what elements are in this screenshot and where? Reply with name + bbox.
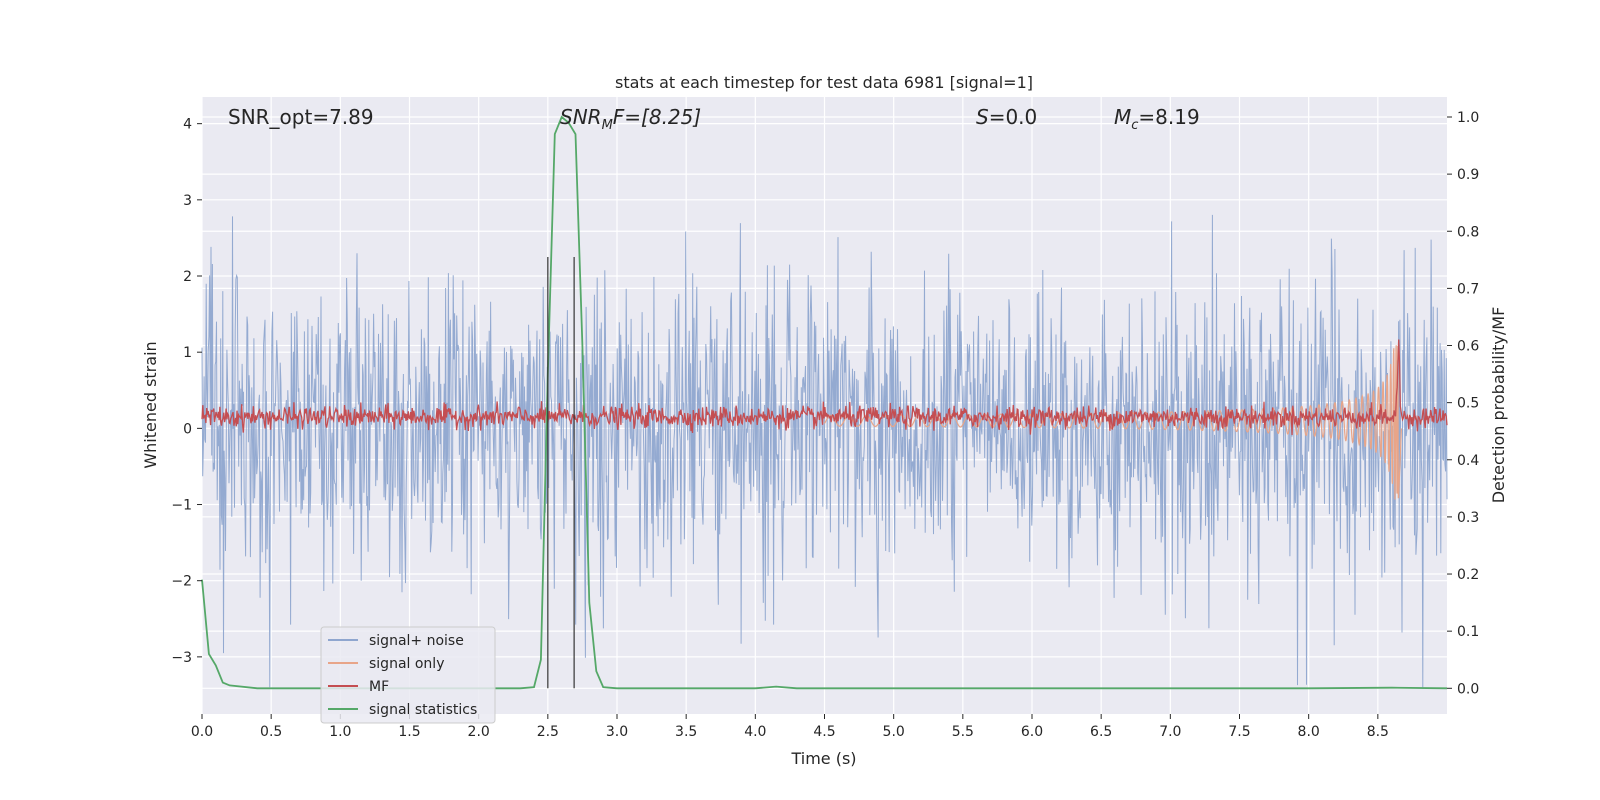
x-tick-label: 6.0 bbox=[1021, 724, 1043, 740]
annotation-mc-sub: c bbox=[1131, 118, 1138, 133]
series-layer bbox=[201, 115, 1448, 690]
x-tick-label: 0.5 bbox=[260, 724, 282, 740]
y-tick-label: −2 bbox=[171, 574, 192, 590]
y2-tick-label: 0.9 bbox=[1457, 167, 1479, 183]
x-tick-label: 5.5 bbox=[952, 724, 974, 740]
y-tick-label: 2 bbox=[183, 269, 192, 285]
y2-tick-label: 0.3 bbox=[1457, 510, 1479, 526]
vertical-lines bbox=[547, 256, 575, 689]
y-tick-label: 3 bbox=[183, 193, 192, 209]
y2-tick-label: 0.4 bbox=[1457, 453, 1479, 469]
y2-tick-label: 0.2 bbox=[1457, 567, 1479, 583]
y-tick-label: −3 bbox=[171, 650, 192, 666]
x-tick-label: 5.0 bbox=[883, 724, 905, 740]
x-axis-label: Time (s) bbox=[790, 749, 856, 768]
x-tick-label: 8.5 bbox=[1367, 724, 1389, 740]
x-tick-label: 7.5 bbox=[1228, 724, 1250, 740]
y2-tick-label: 1.0 bbox=[1457, 110, 1479, 126]
x-tick-label: 4.5 bbox=[813, 724, 835, 740]
ticks-layer: 0.0 0.5 1.0 1.5 2.0 2.5 3.0 3.5 4.0 4.5 5.0 5.5 6.0 6… bbox=[171, 110, 1479, 740]
annotation-snr-mf-rest: F=[8.25] bbox=[613, 105, 701, 129]
legend-label-signal-noise: signal+ noise bbox=[369, 633, 464, 649]
y-tick-label: 4 bbox=[183, 117, 192, 133]
series-signal-statistics bbox=[201, 115, 1448, 690]
y2-tick-label: 0.6 bbox=[1457, 339, 1479, 355]
annotation-mc: Mc=8.19 bbox=[1114, 105, 1200, 133]
y2-tick-label: 0.5 bbox=[1457, 396, 1479, 412]
x-tick-label: 3.5 bbox=[675, 724, 697, 740]
y-tick-label: 1 bbox=[183, 345, 192, 361]
x-tick-label: 2.5 bbox=[537, 724, 559, 740]
y2-tick-label: 0.0 bbox=[1457, 681, 1479, 697]
series-signal-noise bbox=[201, 214, 1448, 688]
annotation-mc-rest: =8.19 bbox=[1138, 105, 1199, 129]
annotation-s-rest: =0.0 bbox=[989, 105, 1038, 129]
y2-tick-label: 0.7 bbox=[1457, 281, 1479, 297]
x-tick-label: 1.0 bbox=[329, 724, 351, 740]
legend-label-signal-only: signal only bbox=[369, 656, 444, 672]
annotation-mc-main: M bbox=[1114, 105, 1131, 129]
x-tick-label: 0.0 bbox=[191, 724, 213, 740]
x-tick-label: 3.0 bbox=[606, 724, 628, 740]
x-tick-label: 8.0 bbox=[1298, 724, 1320, 740]
y-axis-label: Whitened strain bbox=[141, 341, 160, 468]
x-tick-label: 7.0 bbox=[1159, 724, 1181, 740]
series-mf bbox=[201, 339, 1448, 436]
legend-label-mf: MF bbox=[369, 679, 389, 695]
x-tick-label: 4.0 bbox=[744, 724, 766, 740]
x-tick-label: 6.5 bbox=[1090, 724, 1112, 740]
x-tick-label: 1.5 bbox=[398, 724, 420, 740]
legend: signal+ noise signal only MF signal stat… bbox=[320, 626, 496, 724]
x-tick-label: 2.0 bbox=[468, 724, 490, 740]
y-tick-label: 0 bbox=[183, 421, 192, 437]
annotation-snr-mf-sub: M bbox=[602, 118, 613, 133]
legend-box bbox=[320, 626, 496, 724]
annotation-s: S=0.0 bbox=[976, 105, 1037, 129]
chart-title: stats at each timestep for test data 698… bbox=[615, 73, 1033, 92]
y2-tick-label: 0.1 bbox=[1457, 624, 1479, 640]
legend-label-signal-statistics: signal statistics bbox=[369, 702, 477, 718]
annotation-snr-mf-main: SNR bbox=[560, 105, 602, 129]
y2-tick-label: 0.8 bbox=[1457, 224, 1479, 240]
y2-axis-label: Detection probability/MF bbox=[1489, 307, 1508, 504]
annotation-snr-opt: SNR_opt=7.89 bbox=[228, 105, 374, 129]
annotation-s-main: S bbox=[976, 105, 989, 129]
y-tick-label: −1 bbox=[171, 498, 192, 514]
annotation-snr-mf: SNRMF=[8.25] bbox=[560, 105, 701, 133]
